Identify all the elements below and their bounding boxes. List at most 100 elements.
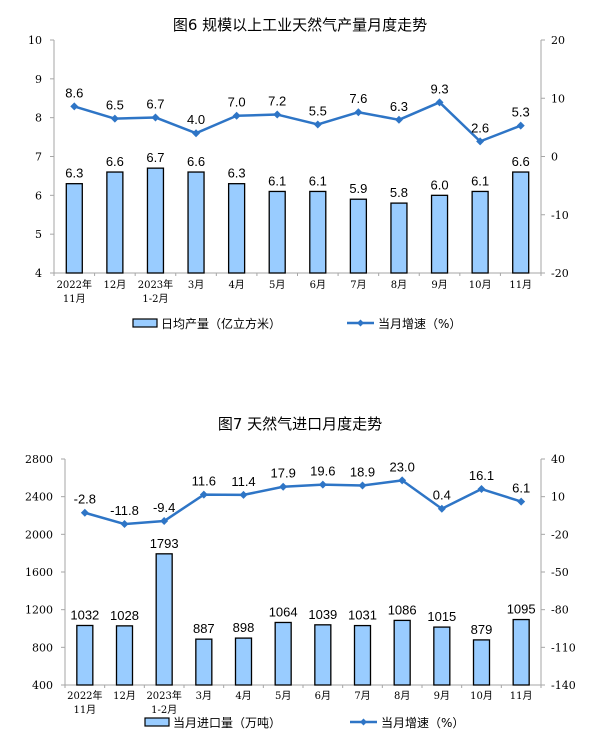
x-tick-label: 8月 [394,690,410,702]
line-point [437,504,446,513]
chart-natural-gas-import: 图7 天然气进口月度走势 2800 2400 2000 1600 1200 800 400 4… [25,415,576,730]
x-tick-label: 12月 [113,690,136,702]
line-data-label: 9.3 [431,81,449,96]
chart-natural-gas-production: 图6 规模以上工业天然气产量月度走势 10 9 8 7 6 5 4 20 10 0 -10 -20 20… [28,16,569,331]
growth-line [84,479,522,526]
line-data-label: 6.3 [390,99,408,114]
line-point [279,482,288,491]
bar-data-label: 879 [471,622,493,637]
right-tick-label: 20 [551,34,565,47]
bar [393,619,411,686]
legend-bar-swatch [144,717,170,727]
line-point [318,480,327,489]
bar [115,625,134,686]
line-point [239,490,248,499]
line-data-label: 17.9 [271,466,296,481]
bar [433,626,451,686]
bar-data-label: 1793 [150,536,179,551]
bar-data-label: 1086 [388,602,417,617]
line-point [358,481,367,490]
bar [390,202,408,274]
line-data-label: 16.1 [469,468,494,483]
bar [430,194,449,274]
right-tick-label: -50 [551,566,569,579]
left-tick-label: 2000 [25,528,53,541]
left-tick-label: 4 [35,267,42,280]
bar [227,183,246,274]
bar [349,198,368,274]
bar-data-label: 1032 [70,607,99,622]
left-tick-label: 5 [35,228,42,241]
x-tick-label: 5月 [275,690,291,702]
x-tick-label: 12月 [104,279,127,291]
x-tick-label: 6月 [315,690,331,702]
bar [512,618,530,686]
x-tick-label: 11月 [63,293,86,305]
bar-data-label: 6.6 [106,154,124,169]
line-data-label: 5.5 [309,103,327,118]
line-data-label: 5.3 [512,105,530,120]
line-data-label: -2.8 [74,492,96,507]
line-data-label: 23.0 [390,459,415,474]
line-point [477,485,486,494]
bar-data-label: 6.1 [268,173,286,188]
line-point [517,497,526,506]
line-point [110,114,119,123]
x-tick-label: 11月 [510,690,533,702]
x-tick-label: 6月 [310,279,326,291]
chart-title: 图6 规模以上工业天然气产量月度走势 [173,16,427,34]
line-point [192,129,201,138]
line-data-label: 6.1 [512,481,530,496]
right-tick-label: -20 [551,528,569,541]
left-tick-label: 400 [32,679,53,692]
bar-data-label: 1031 [348,608,377,623]
x-tick-label: 2023年 [146,689,181,702]
x-tick-label: 10月 [470,690,493,702]
line-point [80,508,89,517]
bar [274,621,292,686]
line-point [516,121,525,130]
x-tick-label: 7月 [354,690,370,702]
bar [106,171,124,274]
bar [471,190,489,274]
bar [472,639,491,686]
line-point [354,108,363,117]
x-tick-label: 5月 [269,279,285,291]
bar [309,190,327,274]
line-data-label: -9.4 [153,500,175,515]
left-tick-label: 1200 [25,604,53,617]
bar [65,183,83,274]
x-tick-label: 3月 [188,279,204,291]
x-tick-label: 2023年 [138,278,173,291]
x-tick-label: 3月 [196,690,212,702]
line-data-label: 19.6 [310,464,335,479]
x-tick-label: 2022年 [57,278,92,291]
x-tick-label: 4月 [235,690,251,702]
line-point [199,490,208,499]
x-tick-label: 4月 [228,279,244,291]
x-tick-label: 1-2月 [142,293,168,305]
line-point [313,120,322,129]
bar [234,637,253,686]
right-tick-label: 10 [551,92,565,105]
right-tick-label: 10 [551,491,565,504]
line-data-label: 4.0 [187,112,205,127]
bar-data-label: 5.9 [349,181,367,196]
x-tick-label: 11月 [509,279,532,291]
bar [76,624,94,686]
line-data-label: 18.9 [350,464,375,479]
left-tick-label: 8 [35,112,42,125]
line-data-label: 8.6 [65,85,83,100]
bar [195,638,213,686]
right-tick-label: -20 [551,267,569,280]
legend-line-marker [360,718,367,726]
left-tick-label: 2400 [25,491,53,504]
line-data-label: 6.5 [106,98,124,113]
left-tick-label: 7 [35,151,42,164]
bar-data-label: 1028 [110,608,139,623]
left-tick-label: 800 [32,641,53,654]
line-point [232,111,241,120]
left-tick-label: 9 [35,73,42,86]
bar-data-label: 6.1 [471,173,489,188]
line-point [476,137,485,146]
